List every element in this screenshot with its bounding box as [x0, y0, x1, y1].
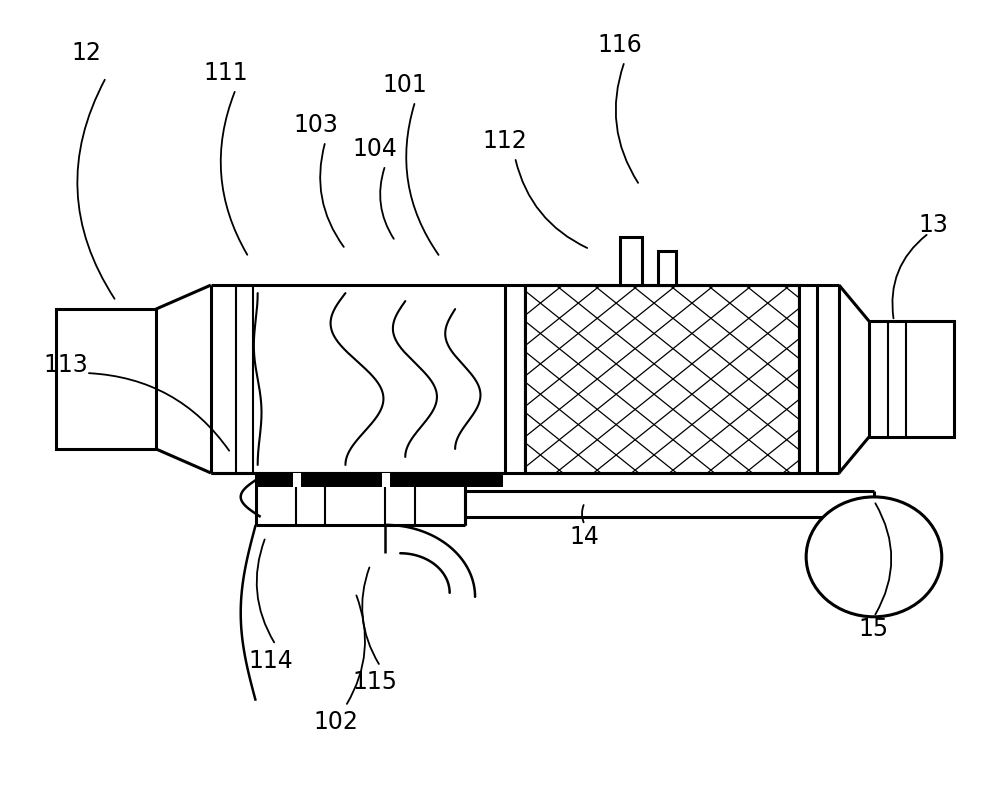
Bar	[525, 286, 799, 473]
Bar	[525, 286, 799, 473]
Text: 101: 101	[383, 73, 428, 97]
Text: 102: 102	[313, 711, 358, 735]
Text: 112: 112	[483, 129, 527, 153]
Text: 14: 14	[570, 525, 600, 549]
Text: 103: 103	[293, 113, 338, 137]
Ellipse shape	[806, 497, 942, 617]
Bar	[658, 251, 676, 286]
Text: 12: 12	[71, 42, 101, 65]
Text: 13: 13	[919, 213, 949, 237]
Text: 104: 104	[353, 137, 398, 161]
Text: 114: 114	[248, 649, 293, 673]
Bar	[620, 237, 642, 286]
Bar	[293, 473, 301, 488]
Text: 116: 116	[597, 34, 642, 58]
Text: 115: 115	[353, 670, 398, 695]
Bar	[382, 473, 390, 488]
Bar	[56, 309, 156, 449]
Text: 113: 113	[44, 353, 89, 377]
Text: 111: 111	[203, 61, 248, 85]
Bar	[869, 321, 954, 437]
Text: 15: 15	[859, 617, 889, 641]
Bar	[255, 473, 503, 488]
